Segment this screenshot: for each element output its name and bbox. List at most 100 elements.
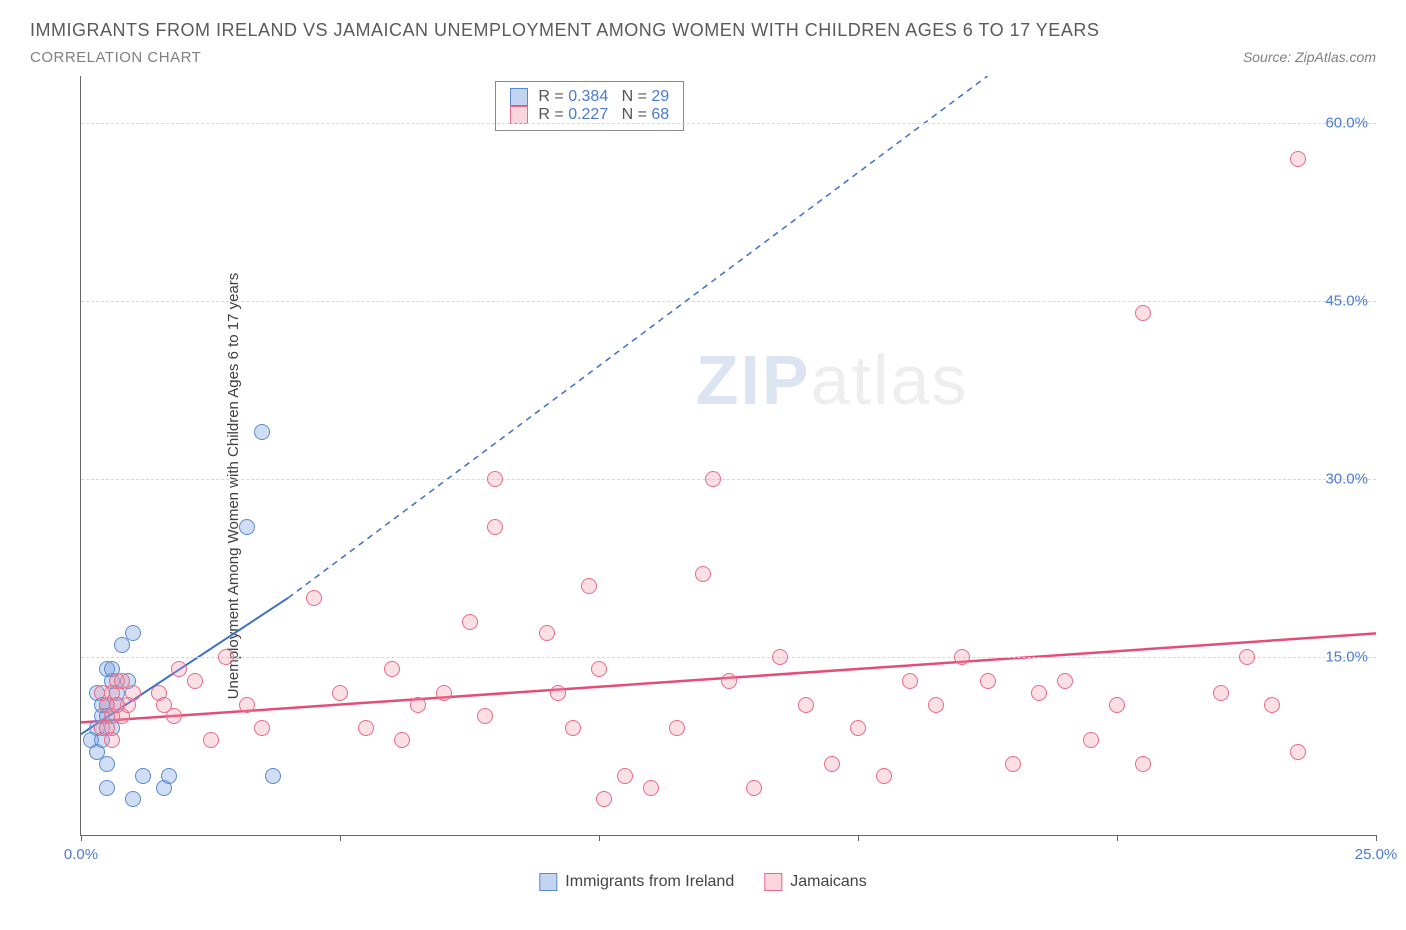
data-point xyxy=(436,685,452,701)
data-point xyxy=(705,471,721,487)
data-point xyxy=(477,708,493,724)
data-point xyxy=(358,720,374,736)
data-point xyxy=(1239,649,1255,665)
data-point xyxy=(1083,732,1099,748)
data-point xyxy=(239,697,255,713)
data-point xyxy=(695,566,711,582)
data-point xyxy=(332,685,348,701)
data-point xyxy=(565,720,581,736)
data-point xyxy=(487,471,503,487)
data-point xyxy=(410,697,426,713)
data-point xyxy=(109,697,125,713)
data-point xyxy=(772,649,788,665)
chart-container: Unemployment Among Women with Children A… xyxy=(30,76,1376,896)
data-point xyxy=(161,768,177,784)
x-tick xyxy=(599,835,600,841)
x-tick xyxy=(1376,835,1377,841)
stats-text: R = 0.227 N = 68 xyxy=(538,106,669,124)
gridline-h xyxy=(81,123,1376,124)
data-point xyxy=(306,590,322,606)
data-point xyxy=(721,673,737,689)
data-point xyxy=(171,661,187,677)
data-point xyxy=(954,649,970,665)
x-tick xyxy=(340,835,341,841)
x-tick-label: 25.0% xyxy=(1355,846,1398,863)
data-point xyxy=(928,697,944,713)
data-point xyxy=(125,791,141,807)
data-point xyxy=(550,685,566,701)
data-point xyxy=(980,673,996,689)
chart-subtitle: CORRELATION CHART xyxy=(30,49,201,66)
data-point xyxy=(135,768,151,784)
data-point xyxy=(1109,697,1125,713)
watermark: ZIPatlas xyxy=(696,340,969,420)
data-point xyxy=(394,732,410,748)
data-point xyxy=(94,685,110,701)
data-point xyxy=(99,756,115,772)
data-point xyxy=(850,720,866,736)
data-point xyxy=(125,625,141,641)
plot-area: ZIPatlas R = 0.384 N = 29R = 0.227 N = 6… xyxy=(80,76,1376,836)
data-point xyxy=(902,673,918,689)
source-attribution: Source: ZipAtlas.com xyxy=(1243,49,1376,65)
data-point xyxy=(125,685,141,701)
legend-item: Jamaicans xyxy=(764,873,866,891)
data-point xyxy=(239,519,255,535)
data-point xyxy=(384,661,400,677)
data-point xyxy=(591,661,607,677)
legend-swatch xyxy=(764,873,782,891)
data-point xyxy=(218,649,234,665)
stats-row: R = 0.227 N = 68 xyxy=(510,106,669,124)
data-point xyxy=(798,697,814,713)
data-point xyxy=(617,768,633,784)
y-tick-label: 30.0% xyxy=(1325,471,1368,488)
chart-title: IMMIGRANTS FROM IRELAND VS JAMAICAN UNEM… xyxy=(30,20,1376,41)
data-point xyxy=(1135,305,1151,321)
legend-swatch xyxy=(510,106,528,124)
data-point xyxy=(1290,744,1306,760)
stats-row: R = 0.384 N = 29 xyxy=(510,88,669,106)
data-point xyxy=(99,780,115,796)
gridline-h xyxy=(81,657,1376,658)
data-point xyxy=(104,732,120,748)
data-point xyxy=(1031,685,1047,701)
y-tick-label: 15.0% xyxy=(1325,649,1368,666)
data-point xyxy=(643,780,659,796)
stats-text: R = 0.384 N = 29 xyxy=(538,88,669,106)
data-point xyxy=(1057,673,1073,689)
data-point xyxy=(156,697,172,713)
data-point xyxy=(669,720,685,736)
gridline-h xyxy=(81,479,1376,480)
series-legend: Immigrants from Ireland Jamaicans xyxy=(539,873,866,891)
data-point xyxy=(187,673,203,689)
data-point xyxy=(265,768,281,784)
data-point xyxy=(203,732,219,748)
data-point xyxy=(1290,151,1306,167)
legend-label: Jamaicans xyxy=(790,873,866,891)
trend-lines xyxy=(81,76,1376,835)
data-point xyxy=(539,625,555,641)
data-point xyxy=(254,720,270,736)
data-point xyxy=(746,780,762,796)
x-tick xyxy=(1117,835,1118,841)
legend-swatch xyxy=(510,88,528,106)
x-tick xyxy=(81,835,82,841)
legend-swatch xyxy=(539,873,557,891)
data-point xyxy=(1213,685,1229,701)
gridline-h xyxy=(81,301,1376,302)
data-point xyxy=(824,756,840,772)
data-point xyxy=(1135,756,1151,772)
legend-item: Immigrants from Ireland xyxy=(539,873,734,891)
data-point xyxy=(581,578,597,594)
data-point xyxy=(1005,756,1021,772)
data-point xyxy=(876,768,892,784)
data-point xyxy=(254,424,270,440)
x-tick-label: 0.0% xyxy=(64,846,98,863)
data-point xyxy=(487,519,503,535)
data-point xyxy=(596,791,612,807)
legend-label: Immigrants from Ireland xyxy=(565,873,734,891)
data-point xyxy=(462,614,478,630)
y-tick-label: 45.0% xyxy=(1325,293,1368,310)
subtitle-row: CORRELATION CHART Source: ZipAtlas.com xyxy=(30,49,1376,66)
y-tick-label: 60.0% xyxy=(1325,115,1368,132)
